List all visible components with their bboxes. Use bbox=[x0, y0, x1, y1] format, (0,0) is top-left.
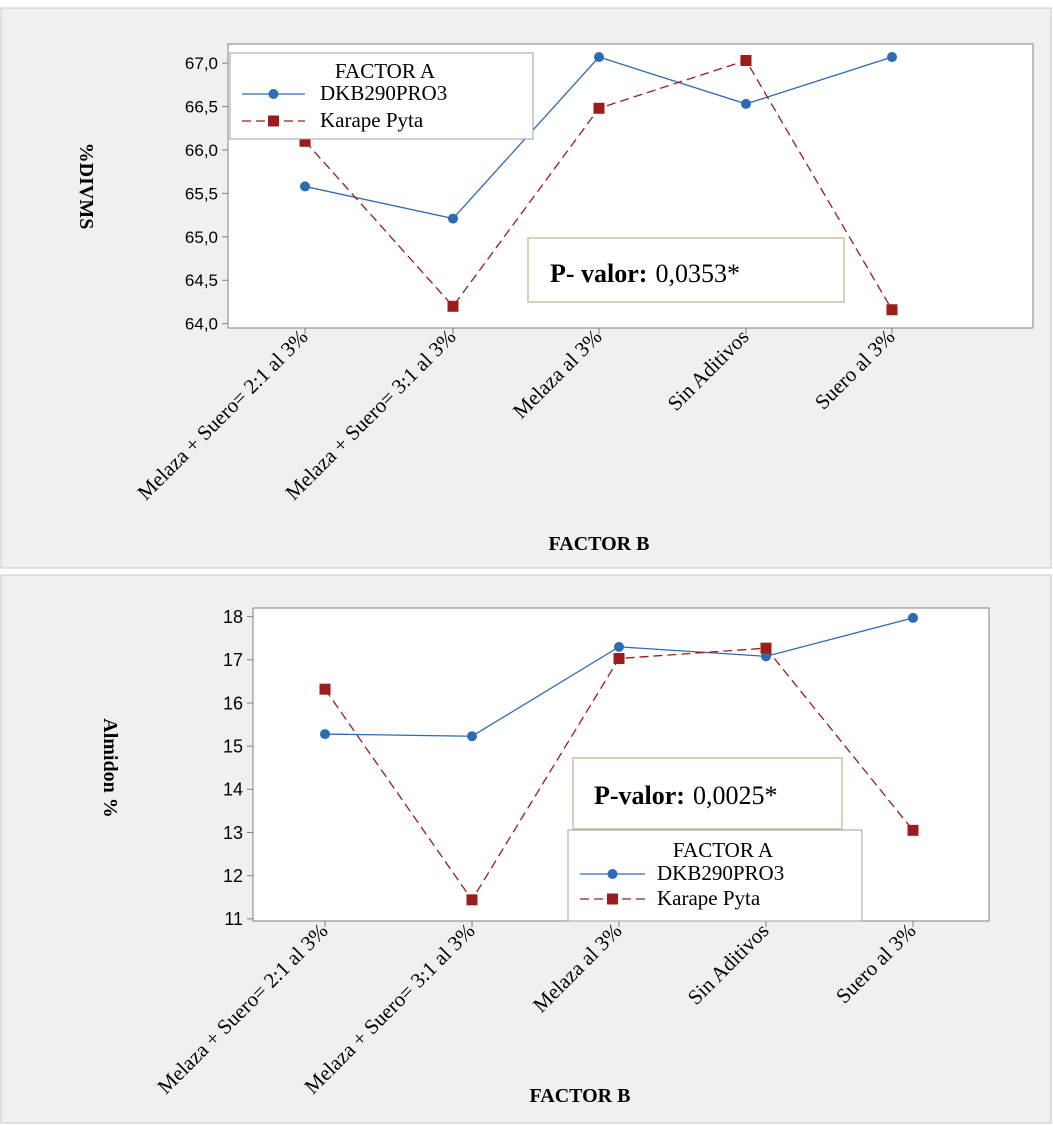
chart-panel-divms: 64,0 64,5 65,0 65,5 66,0 66,5 67,0 Melaza + Su… bbox=[0, 7, 1052, 569]
p-value-number: 0,0353* bbox=[655, 259, 740, 288]
p-value-number: 0,0025* bbox=[693, 781, 778, 810]
legend-marker-dkb290pro3 bbox=[607, 869, 618, 879]
data-point-dkb290pro3-1 bbox=[320, 729, 330, 740]
data-point-karape-pyta-4 bbox=[740, 55, 752, 67]
p-value-label: P- valor: bbox=[550, 259, 647, 288]
p-value-annotation: P- valor: 0,0353* bbox=[527, 237, 845, 303]
p-value-text: P-valor: 0,0025* bbox=[594, 781, 777, 810]
y-tick-label: 18 bbox=[223, 607, 243, 627]
data-point-dkb290pro3-2 bbox=[467, 731, 477, 742]
data-point-dkb290pro3-2 bbox=[448, 213, 458, 224]
legend-marker-karape-pyta bbox=[268, 115, 279, 127]
y-axis-title: Almidon % bbox=[99, 718, 121, 817]
data-point-karape-pyta-2 bbox=[447, 300, 459, 312]
data-point-karape-pyta-1 bbox=[319, 683, 331, 695]
y-tick-label: 66,0 bbox=[185, 141, 218, 160]
data-point-dkb290pro3-4 bbox=[741, 98, 751, 109]
legend-marker-dkb290pro3 bbox=[268, 89, 279, 99]
data-point-karape-pyta-5 bbox=[886, 304, 898, 316]
legend-entry-karape-pyta: Karape Pyta bbox=[657, 886, 761, 910]
y-tick-label: 67,0 bbox=[185, 54, 218, 73]
y-tick-label: 11 bbox=[224, 909, 243, 929]
y-tick-label: 65,0 bbox=[185, 228, 218, 247]
x-axis-title: FACTOR B bbox=[549, 533, 650, 555]
p-value-label: P-valor: bbox=[594, 781, 685, 810]
data-point-karape-pyta-2 bbox=[466, 894, 478, 906]
data-point-dkb290pro3-3 bbox=[594, 52, 604, 63]
p-value-box bbox=[527, 237, 845, 303]
y-axis: 11 12 13 14 15 16 17 18 bbox=[223, 607, 254, 929]
y-tick-label: 15 bbox=[223, 736, 243, 756]
chart-panel-almidon: 11 12 13 14 15 16 17 18 Melaza + Suero= 2:1 al … bbox=[0, 572, 1053, 1126]
y-tick-label: 65,5 bbox=[185, 184, 218, 203]
series-points bbox=[319, 612, 919, 906]
legend: FACTOR A DKB290PRO3 Karape Pyta bbox=[567, 829, 863, 922]
y-tick-label: 17 bbox=[223, 650, 243, 670]
p-value-text: P- valor: 0,0353* bbox=[550, 259, 740, 288]
data-point-karape-pyta-3 bbox=[613, 653, 625, 665]
x-axis-title: FACTOR B bbox=[530, 1085, 631, 1107]
data-point-dkb290pro3-4 bbox=[761, 651, 771, 662]
data-point-dkb290pro3-5 bbox=[908, 612, 918, 623]
legend-marker-karape-pyta bbox=[607, 893, 618, 905]
data-point-karape-pyta-5 bbox=[907, 824, 919, 836]
y-tick-label: 13 bbox=[223, 823, 243, 843]
data-point-karape-pyta-1 bbox=[299, 135, 311, 147]
y-tick-label: 16 bbox=[223, 693, 243, 713]
legend-entry-karape-pyta: Karape Pyta bbox=[320, 108, 424, 132]
y-tick-label: 66,5 bbox=[185, 97, 218, 116]
y-tick-label: 64,0 bbox=[185, 315, 218, 334]
data-point-dkb290pro3-3 bbox=[614, 641, 624, 652]
series-points bbox=[299, 52, 898, 316]
legend-entry-dkb290pro3: DKB290PRO3 bbox=[320, 81, 447, 105]
legend-title: FACTOR A bbox=[335, 59, 436, 83]
p-value-annotation: P-valor: 0,0025* bbox=[572, 757, 843, 830]
y-axis: 64,0 64,5 65,0 65,5 66,0 66,5 67,0 bbox=[185, 44, 229, 334]
p-value-box bbox=[572, 757, 843, 830]
data-point-karape-pyta-3 bbox=[593, 102, 605, 114]
data-point-dkb290pro3-1 bbox=[300, 181, 310, 192]
y-tick-label: 14 bbox=[223, 780, 243, 800]
legend: FACTOR A DKB290PRO3 Karape Pyta bbox=[229, 52, 534, 140]
y-axis-title: %DIVMS bbox=[75, 143, 97, 230]
y-tick-label: 64,5 bbox=[185, 271, 218, 290]
y-tick-label: 12 bbox=[223, 866, 243, 886]
legend-entry-dkb290pro3: DKB290PRO3 bbox=[657, 861, 784, 885]
legend-box bbox=[229, 52, 534, 140]
divms-chart: 64,064,565,065,566,066,567,0 Melaza + Su… bbox=[0, 7, 1052, 569]
legend-title: FACTOR A bbox=[673, 838, 774, 862]
data-point-dkb290pro3-5 bbox=[887, 52, 897, 63]
data-point-karape-pyta-4 bbox=[760, 642, 772, 654]
